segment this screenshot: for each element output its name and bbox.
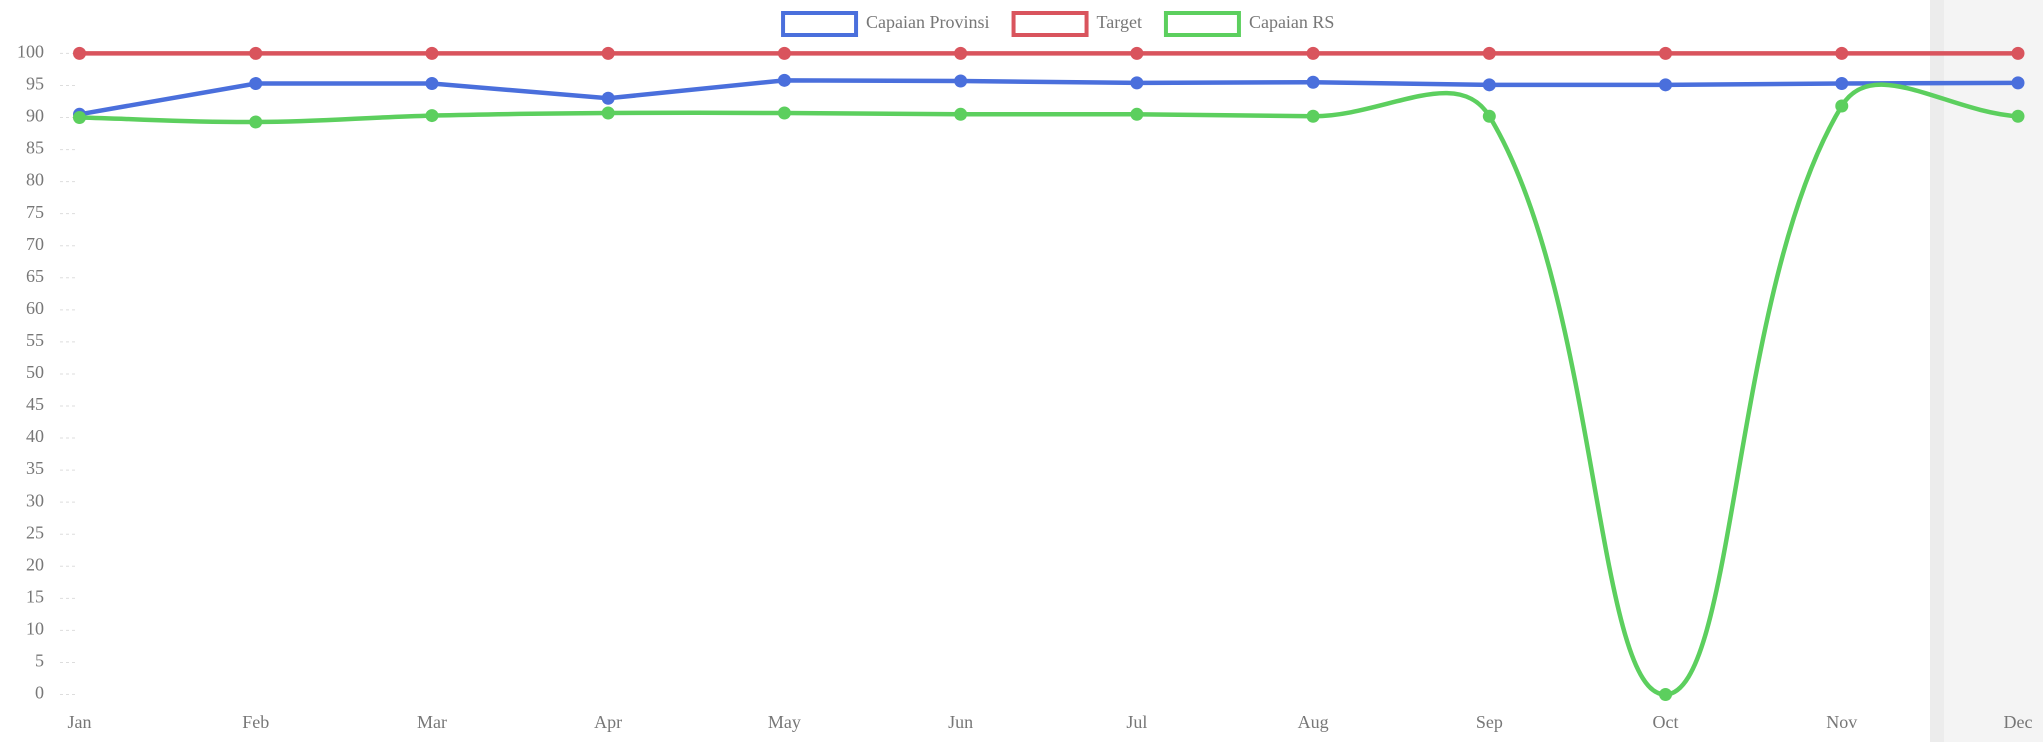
y-tick-label: 25 xyxy=(26,522,44,542)
legend-swatch xyxy=(1163,11,1241,37)
point xyxy=(954,107,968,121)
legend-label: Target xyxy=(1097,12,1142,32)
point xyxy=(601,46,615,60)
point xyxy=(777,106,791,120)
y-tick-label: 55 xyxy=(26,330,44,350)
x-tick-label: Oct xyxy=(1653,712,1679,732)
point xyxy=(601,106,615,120)
point xyxy=(1659,78,1673,92)
point xyxy=(425,77,439,91)
x-tick-label: Jun xyxy=(948,712,973,732)
y-tick-label: 40 xyxy=(26,426,44,446)
legend-label: Capaian RS xyxy=(1249,12,1335,32)
point xyxy=(73,46,86,60)
y-tick-label: 10 xyxy=(26,619,44,639)
legend-label: Capaian Provinsi xyxy=(866,12,990,32)
y-tick-label: 30 xyxy=(26,490,44,510)
point xyxy=(2011,76,2025,90)
y-tick-label: 15 xyxy=(26,586,44,606)
series-line xyxy=(79,78,2019,117)
y-tick-label: 35 xyxy=(26,458,44,478)
y-tick-label: 70 xyxy=(26,234,44,254)
y-tick-label: 90 xyxy=(26,106,44,126)
point xyxy=(1306,75,1320,89)
legend: Capaian Provinsi Target Capaian RS xyxy=(781,11,1335,37)
point xyxy=(1659,46,1673,60)
point xyxy=(1130,46,1144,60)
y-tick-label: 95 xyxy=(26,74,44,94)
y-tick-label: 75 xyxy=(26,202,44,222)
point xyxy=(1306,46,1320,60)
point xyxy=(1482,109,1496,123)
point xyxy=(1835,77,1849,91)
point xyxy=(1130,107,1144,121)
y-tick-label: 80 xyxy=(26,170,44,190)
point xyxy=(249,115,263,129)
point xyxy=(249,77,263,91)
x-tick-label: May xyxy=(768,712,801,732)
series-line xyxy=(79,82,2019,697)
y-tick-label: 60 xyxy=(26,298,44,318)
point xyxy=(249,46,263,60)
y-tick-label: 0 xyxy=(35,683,44,703)
point xyxy=(1835,46,1849,60)
point xyxy=(425,46,439,60)
point xyxy=(1482,46,1496,60)
x-tick-label: Apr xyxy=(594,712,622,732)
point xyxy=(1306,109,1320,123)
point xyxy=(954,46,968,60)
x-tick-label: Feb xyxy=(242,712,269,732)
x-tick-label: Aug xyxy=(1298,712,1329,732)
x-tick-label: Mar xyxy=(417,712,447,732)
point xyxy=(777,46,791,60)
y-tick-label: 5 xyxy=(35,651,44,671)
point xyxy=(2011,46,2025,60)
x-tick-label: Dec xyxy=(2004,712,2033,732)
legend-swatch xyxy=(781,11,859,37)
x-tick-label: Jan xyxy=(68,712,92,732)
y-tick-label: 100 xyxy=(17,42,44,62)
point xyxy=(1482,78,1496,92)
y-tick-label: 50 xyxy=(26,362,44,382)
side-panel xyxy=(1930,0,2043,742)
x-tick-label: Jul xyxy=(1126,712,1147,732)
y-tick-label: 85 xyxy=(26,138,44,158)
point xyxy=(1130,76,1144,90)
y-tick-label: 45 xyxy=(26,394,44,414)
point xyxy=(1659,688,1673,701)
legend-swatch xyxy=(1011,11,1089,37)
point xyxy=(777,73,791,87)
y-tick-label: 20 xyxy=(26,554,44,574)
point xyxy=(1835,99,1849,113)
point xyxy=(601,91,615,105)
point xyxy=(954,74,968,88)
x-tick-label: Sep xyxy=(1476,712,1503,732)
point xyxy=(2011,109,2025,123)
side-shadow xyxy=(1930,0,1944,742)
x-tick-label: Nov xyxy=(1826,712,1857,732)
point xyxy=(425,109,439,123)
point xyxy=(73,111,86,125)
y-tick-label: 65 xyxy=(26,266,44,286)
